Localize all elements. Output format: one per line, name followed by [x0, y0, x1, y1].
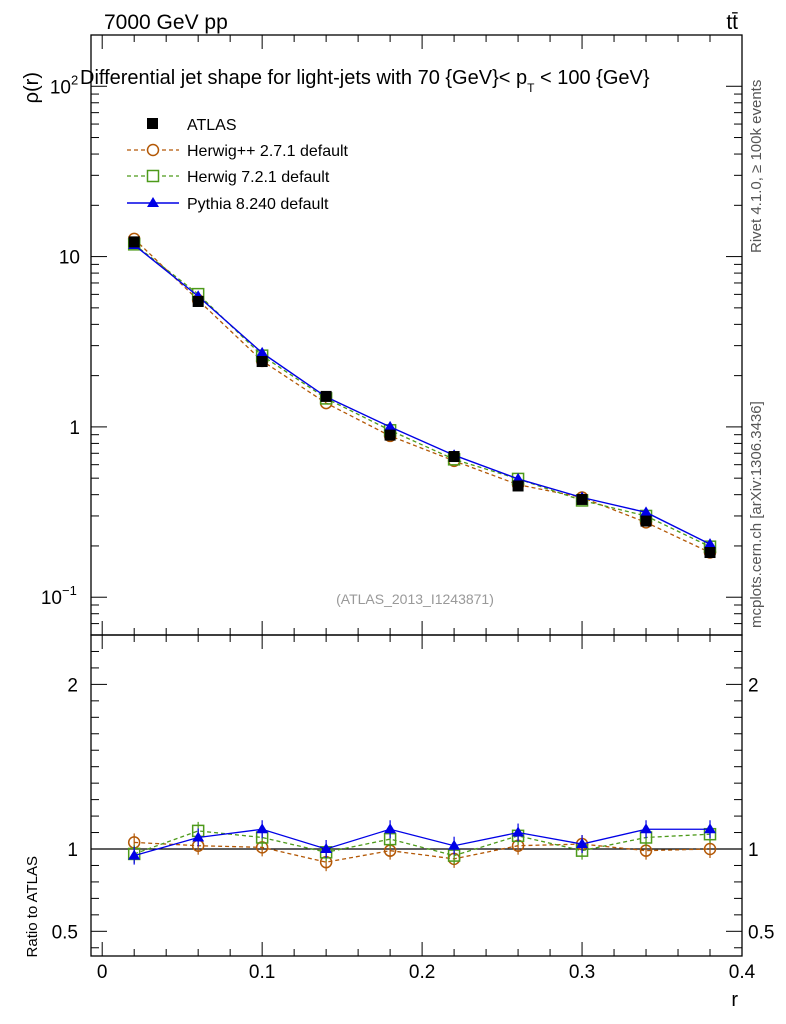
ratio-point-pythia: [704, 823, 717, 834]
ratio-series-layer: [127, 820, 717, 872]
ratio-point-pythia: [512, 826, 525, 837]
y-tick-label: 10: [59, 248, 80, 269]
data-point-pythia: [256, 346, 269, 357]
data-point-atlas: [384, 429, 396, 441]
legend-entry-herwigpp: Herwig++ 2.7.1 default: [127, 143, 349, 160]
process-label: tt̄: [726, 11, 738, 34]
legend-label-herwig7: Herwig 7.2.1 default: [187, 169, 330, 186]
x-tick-label: 0.1: [249, 962, 275, 983]
ratio-point-pythia: [256, 823, 269, 834]
data-point-atlas: [192, 295, 204, 307]
main-y-axis-title: ρ(r): [21, 72, 43, 103]
y-tick-exponent: 2: [71, 72, 78, 87]
legend-entry-atlas: ATLAS: [147, 117, 237, 134]
legend-marker-pythia: [147, 197, 159, 207]
y-tick-label: 10: [50, 77, 71, 98]
x-tick-label: 0.3: [569, 962, 595, 983]
ratio-panel-frame: [90, 634, 743, 957]
x-tick-label: 0.2: [409, 962, 435, 983]
ratio-y-tick-label-right: 1: [748, 840, 759, 861]
legend-label-atlas: ATLAS: [187, 117, 237, 134]
series-line-pythia: [133, 244, 711, 545]
data-point-atlas: [640, 515, 652, 527]
data-point-atlas: [704, 547, 716, 559]
legend-entry-pythia: Pythia 8.240 default: [127, 196, 329, 213]
y-tick-exponent: −1: [62, 583, 77, 598]
ratio-point-pythia: [640, 823, 653, 834]
legend-marker-atlas: [147, 118, 158, 129]
ratio-point-pythia: [320, 843, 333, 853]
legend-label-herwigpp: Herwig++ 2.7.1 default: [187, 143, 349, 160]
x-axis-title: r: [731, 989, 738, 1011]
ratio-line-herwigpp: [134, 841, 711, 863]
ratio-y-tick-label-right: 0.5: [748, 922, 774, 943]
ratio-y-tick-label-right: 2: [748, 675, 759, 696]
y-tick-label: 1: [69, 418, 80, 439]
series-line-herwig7: [133, 243, 711, 548]
energy-label: 7000 GeV pp: [104, 11, 228, 34]
ratio-point-herwigpp: [703, 842, 717, 856]
data-point-pythia: [512, 472, 525, 483]
ratio-line-herwig7: [133, 830, 711, 857]
ratio-y-tick-label: 1: [67, 840, 78, 861]
legend-marker-herwig7: [146, 169, 160, 183]
ratio-point-pythia: [576, 838, 589, 849]
data-point-atlas: [320, 390, 332, 402]
data-point-atlas: [448, 451, 460, 463]
ratio-point-pythia: [448, 839, 461, 850]
legend-entry-herwig7: Herwig 7.2.1 default: [127, 169, 330, 186]
legend-label-pythia: Pythia 8.240 default: [187, 196, 329, 213]
data-point-pythia: [640, 506, 653, 517]
data-point-pythia: [704, 538, 717, 549]
data-point-atlas: [576, 493, 588, 505]
ratio-line-pythia: [134, 828, 711, 857]
legend: ATLAS Herwig++ 2.7.1 default Herwig 7.2.…: [127, 117, 349, 213]
plot-title: Differential jet shape for light-jets wi…: [80, 67, 650, 95]
data-point-atlas: [512, 480, 524, 492]
data-point-atlas: [128, 236, 140, 248]
data-point-pythia: [384, 420, 397, 431]
data-point-atlas: [256, 356, 268, 368]
ratio-y-tick-label: 0.5: [52, 922, 78, 943]
ratio-y-axis-title: Ratio to ATLAS: [24, 856, 41, 957]
rivet-version-label: Rivet 4.1.0, ≥ 100k events: [748, 80, 765, 253]
x-tick-label: 0: [97, 962, 108, 983]
analysis-id-label: (ATLAS_2013_I1243871): [336, 591, 494, 607]
ratio-y-tick-label: 2: [67, 675, 78, 696]
ratio-point-pythia: [192, 831, 205, 842]
ratio-point-pythia: [384, 823, 397, 834]
x-tick-label: 0.4: [729, 962, 756, 983]
ratio-point-pythia: [128, 849, 141, 860]
y-tick-label: 10: [41, 588, 62, 609]
series-line-herwigpp: [133, 238, 711, 554]
ratio-axes: 0 0.1 0.2 0.3 0.4 0.5 0.5 1 1 2 2: [52, 635, 774, 983]
legend-marker-herwigpp: [146, 143, 160, 157]
main-series-layer: [127, 232, 717, 559]
mcplots-label: mcplots.cern.ch [arXiv:1306.3436]: [748, 401, 765, 628]
